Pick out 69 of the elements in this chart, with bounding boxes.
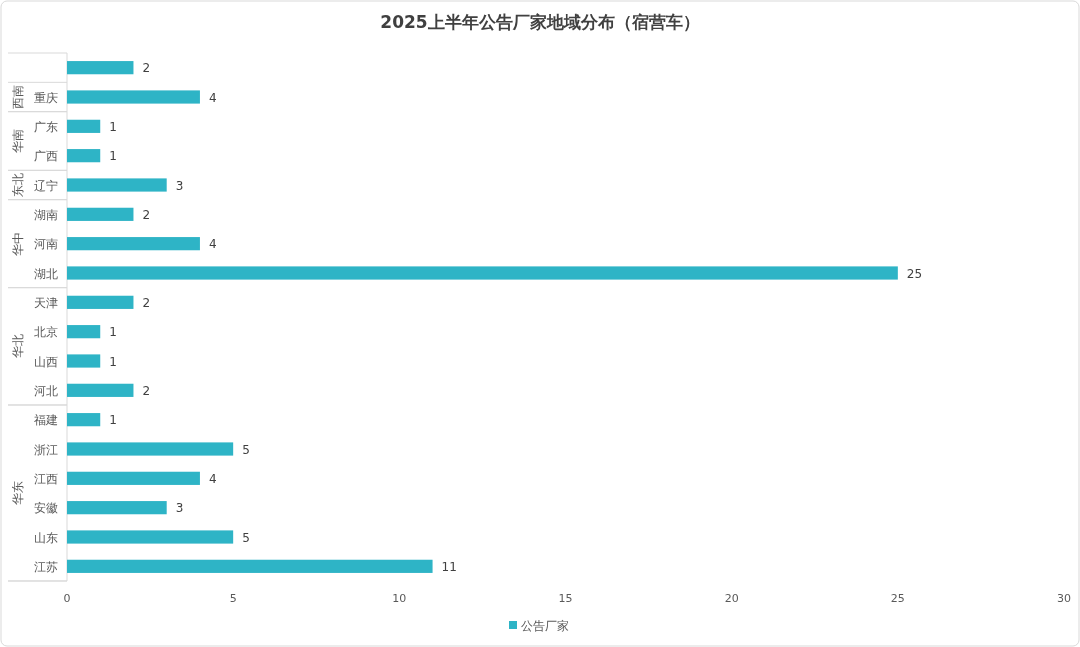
bar bbox=[67, 237, 200, 251]
data-label: 4 bbox=[208, 90, 217, 105]
text: 华北 bbox=[11, 334, 25, 359]
data-label: 1 bbox=[109, 413, 117, 428]
data-label: 1 bbox=[109, 354, 117, 369]
data-label: 2 bbox=[142, 61, 151, 76]
legend-label: 公告厂家 bbox=[521, 618, 569, 633]
bar bbox=[67, 471, 200, 485]
x-tick-label: 15 bbox=[558, 592, 573, 605]
x-tick-label: 20 bbox=[724, 592, 739, 605]
y-tick-label: 山西 bbox=[34, 354, 58, 369]
y-tick-label: 天津 bbox=[34, 295, 58, 310]
data-label: 11 bbox=[441, 559, 457, 574]
text: 西南 bbox=[11, 85, 25, 109]
data-label: 2 bbox=[142, 383, 151, 398]
x-tick-label: 30 bbox=[1057, 592, 1071, 605]
bar bbox=[67, 354, 101, 368]
bar bbox=[67, 149, 101, 163]
data-label: 3 bbox=[175, 178, 184, 193]
bar bbox=[67, 559, 433, 573]
text: 华中 bbox=[11, 231, 25, 256]
text: 东北 bbox=[11, 173, 25, 197]
bar bbox=[67, 90, 200, 104]
bar bbox=[67, 119, 101, 133]
y-tick-label: 江西 bbox=[34, 471, 58, 486]
chart-title: 2025上半年公告厂家地域分布（宿营车） bbox=[380, 12, 700, 32]
legend: 公告厂家 bbox=[509, 618, 569, 633]
data-label: 3 bbox=[175, 501, 184, 516]
bar bbox=[67, 207, 134, 221]
y-tick-label: 山东 bbox=[34, 530, 58, 545]
bar bbox=[67, 325, 101, 339]
y-tick-label: 重庆 bbox=[34, 90, 58, 105]
data-label: 1 bbox=[109, 119, 117, 134]
data-label: 2 bbox=[142, 295, 151, 310]
y-tick-label: 广东 bbox=[34, 119, 58, 134]
x-tick-label: 5 bbox=[229, 592, 237, 605]
bar bbox=[67, 61, 134, 75]
data-label: 1 bbox=[109, 149, 117, 164]
data-label: 25 bbox=[906, 266, 923, 281]
bar bbox=[67, 178, 167, 192]
y-tick-label: 浙江 bbox=[34, 442, 58, 457]
x-tick-label: 25 bbox=[890, 592, 905, 605]
y-tick-label: 安徽 bbox=[34, 501, 58, 516]
bar bbox=[67, 383, 134, 397]
text: 华东 bbox=[11, 481, 25, 505]
y-tick-label: 河南 bbox=[34, 237, 58, 252]
text: 华南 bbox=[11, 129, 25, 153]
data-label: 4 bbox=[208, 237, 217, 252]
bar bbox=[67, 501, 167, 515]
y-tick-label: 广西 bbox=[34, 149, 58, 164]
y-tick-label: 湖南 bbox=[34, 207, 58, 222]
y-tick-label: 河北 bbox=[34, 383, 58, 398]
x-tick-label: 0 bbox=[63, 592, 71, 605]
data-label: 5 bbox=[242, 530, 250, 545]
y-tick-label: 北京 bbox=[34, 325, 58, 340]
data-label: 5 bbox=[242, 442, 250, 457]
y-tick-label: 辽宁 bbox=[34, 178, 58, 193]
x-tick-label: 10 bbox=[392, 592, 407, 605]
data-label: 2 bbox=[142, 207, 151, 222]
data-label: 4 bbox=[208, 471, 217, 486]
y-tick-label: 江苏 bbox=[34, 559, 58, 574]
y-tick-label: 湖北 bbox=[34, 266, 58, 281]
bar bbox=[67, 442, 234, 456]
data-label: 1 bbox=[109, 325, 117, 340]
y-tick-label: 福建 bbox=[34, 413, 58, 428]
bar bbox=[67, 530, 234, 544]
bar bbox=[67, 295, 134, 309]
bar bbox=[67, 413, 101, 427]
bar bbox=[67, 266, 898, 280]
